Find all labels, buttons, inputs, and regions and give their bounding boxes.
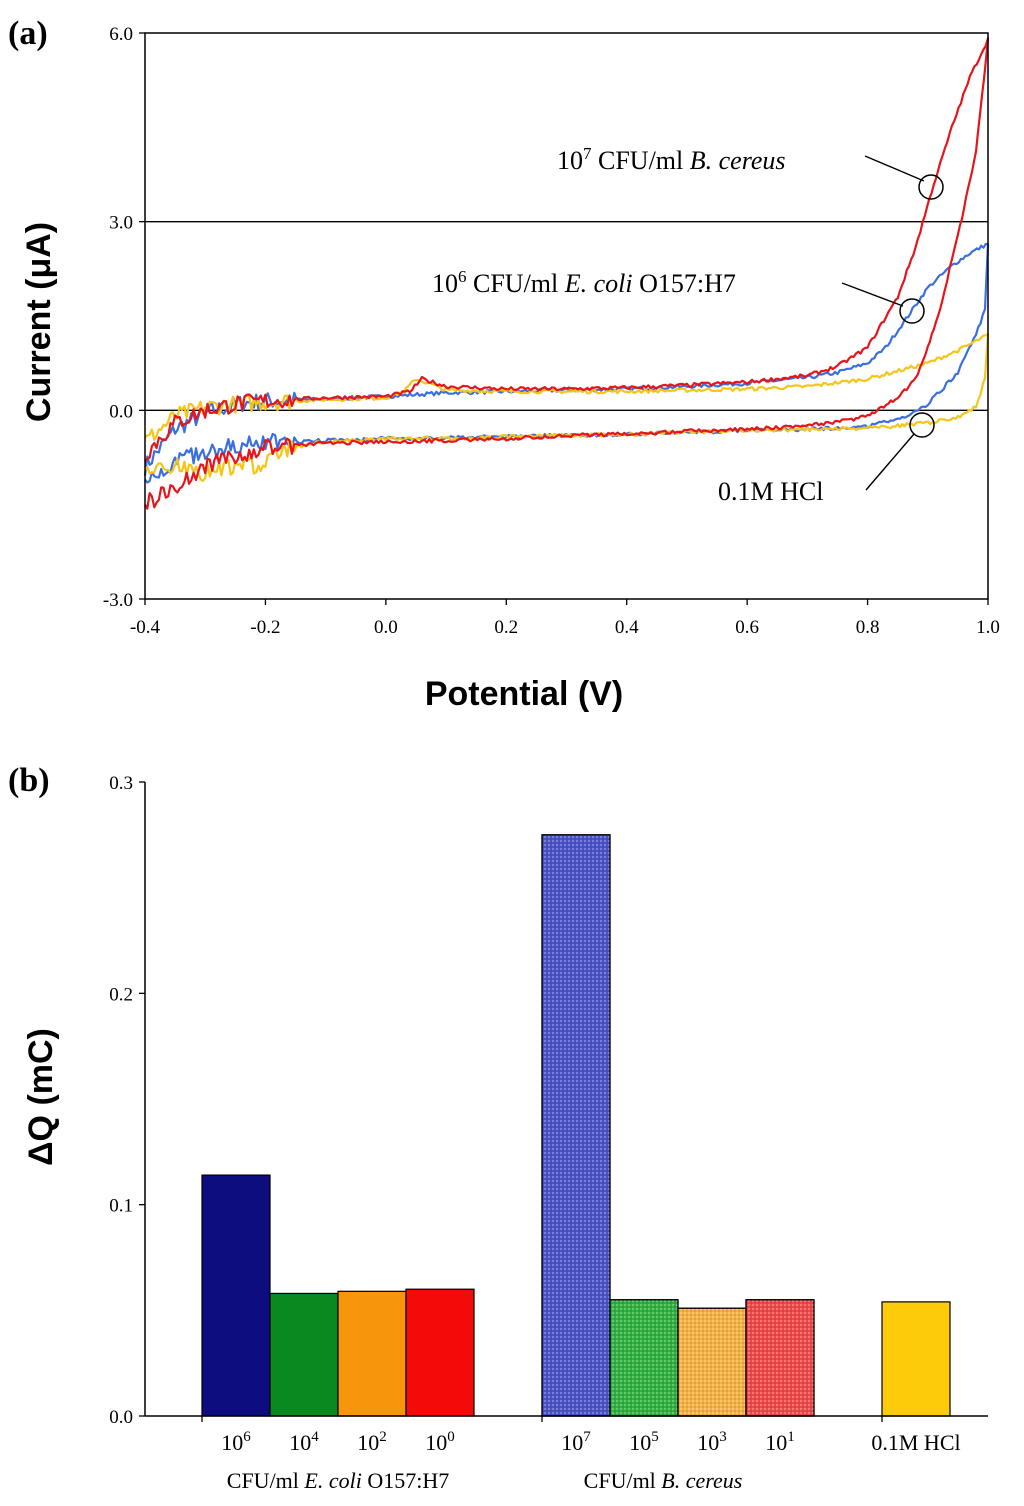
bar-category-label: 0.1M HCl bbox=[871, 1430, 960, 1455]
annotation-e-coli-marker bbox=[899, 298, 925, 324]
panel-b-ticks: 0.3 0.2 0.1 0.0 bbox=[109, 773, 133, 1428]
bar bbox=[337, 1290, 407, 1417]
bar-category-label: 106 bbox=[221, 1429, 251, 1455]
annotation-hcl-text: 0.1M HCl bbox=[718, 477, 823, 506]
panel-a-ticks: -0.4 -0.2 0.0 0.2 0.4 0.6 0.8 1.0 6.0 3.0 0.0 -3.0 bbox=[103, 24, 1000, 638]
bar bbox=[269, 1292, 339, 1417]
panel-a-x-tick-label: 1.0 bbox=[976, 617, 1000, 638]
panel-b-bars bbox=[201, 834, 951, 1417]
panel-a-label: (a) bbox=[8, 15, 48, 52]
series-line-2 bbox=[144, 332, 990, 483]
panel-a-x-tick-label: -0.4 bbox=[130, 617, 161, 638]
bar-category-label: 100 bbox=[425, 1429, 455, 1455]
svg-text:106 CFU/ml E. coli O157:H7: 106 CFU/ml E. coli O157:H7 bbox=[432, 267, 736, 298]
panel-b-y-tick-label: 0.0 bbox=[109, 1407, 133, 1428]
panel-a-y-tick-label: 0.0 bbox=[109, 401, 133, 422]
annotation-e-coli-tail: O157:H7 bbox=[633, 269, 736, 298]
series-line-0 bbox=[144, 37, 990, 510]
bar-category-label: 104 bbox=[289, 1429, 319, 1455]
annotation-b-cereus-italic: B. cereus bbox=[690, 146, 786, 175]
panel-a-x-tick-label: 0.4 bbox=[615, 617, 639, 638]
panel-b-tick-marks bbox=[139, 781, 883, 1422]
annotation-b-cereus-exp: 7 bbox=[583, 144, 592, 163]
bar-category-label: 103 bbox=[697, 1429, 727, 1455]
annotation-b-cereus: 107 CFU/ml B. cereus bbox=[557, 144, 944, 200]
annotation-b-cereus-base: 10 bbox=[557, 146, 583, 175]
panel-a-x-tick-label: 0.0 bbox=[374, 617, 398, 638]
panel-a-xlabel: Potential (V) bbox=[425, 675, 623, 713]
panel-a-y-tick-label: 6.0 bbox=[109, 24, 133, 45]
bar-pattern bbox=[745, 1299, 815, 1417]
annotation-b-cereus-text: CFU/ml bbox=[592, 146, 690, 175]
bar bbox=[405, 1288, 475, 1417]
panel-a-gridlines bbox=[145, 221, 988, 411]
group-label-e-coli: CFU/ml E. coli O157:H7 bbox=[227, 1468, 449, 1493]
bar-category-label: 105 bbox=[629, 1429, 659, 1455]
panel-a-x-tick-label: -0.2 bbox=[250, 617, 280, 638]
panel-a-x-tick-label: 0.8 bbox=[856, 617, 880, 638]
panel-a-plot-frame bbox=[144, 32, 989, 600]
panel-a-y-tick-label: -3.0 bbox=[103, 590, 133, 611]
panel-b-ylabel: ΔQ (mC) bbox=[22, 1028, 60, 1166]
bar-pattern bbox=[677, 1307, 747, 1417]
panel-a-x-tick-label: 0.6 bbox=[735, 617, 759, 638]
annotation-hcl: 0.1M HCl bbox=[718, 412, 935, 506]
bar bbox=[881, 1301, 951, 1417]
annotation-hcl-marker bbox=[909, 412, 935, 438]
panel-a-tick-marks bbox=[139, 32, 989, 605]
annotation-e-coli-base: 10 bbox=[432, 269, 458, 298]
bar-category-label: 102 bbox=[357, 1429, 387, 1455]
panel-a-x-tick-label: 0.2 bbox=[494, 617, 518, 638]
panel-a-y-tick-label: 3.0 bbox=[109, 213, 133, 234]
annotation-e-coli-exp: 6 bbox=[458, 267, 467, 286]
bar-category-label: 101 bbox=[765, 1429, 795, 1455]
panel-b-label: (b) bbox=[8, 762, 50, 799]
annotation-e-coli: 106 CFU/ml E. coli O157:H7 bbox=[432, 267, 925, 324]
annotation-e-coli-italic: E. coli bbox=[564, 269, 633, 298]
panel-a-ylabel: Current (μA) bbox=[20, 222, 58, 422]
svg-text:107 CFU/ml B. cereus: 107 CFU/ml B. cereus bbox=[557, 144, 786, 175]
bar-category-label: 107 bbox=[561, 1429, 591, 1455]
group-label-b-cereus: CFU/ml B. cereus bbox=[584, 1468, 743, 1493]
annotation-e-coli-text: CFU/ml bbox=[467, 269, 565, 298]
bar-pattern bbox=[609, 1299, 679, 1417]
panel-b-y-tick-label: 0.3 bbox=[109, 773, 133, 794]
panel-b-y-tick-label: 0.2 bbox=[109, 984, 133, 1005]
annotation-b-cereus-marker bbox=[918, 174, 944, 200]
bar bbox=[201, 1174, 271, 1417]
bar-pattern bbox=[541, 834, 611, 1417]
panel-b-y-tick-label: 0.1 bbox=[109, 1196, 133, 1217]
panel-b-category-labels: 106 104 102 100 107 105 103 101 0.1M HCl bbox=[221, 1429, 960, 1455]
